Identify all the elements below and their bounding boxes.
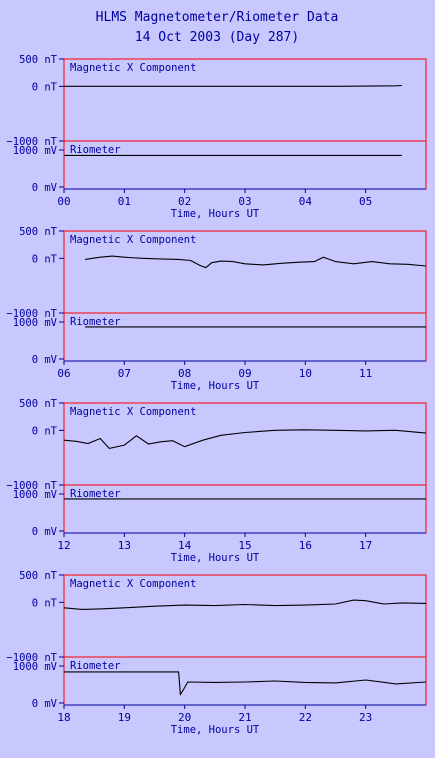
x-tick-label: 08 <box>178 367 191 380</box>
x-tick-label: 06 <box>57 367 70 380</box>
x-tick-label: 09 <box>238 367 251 380</box>
panel-2: Magnetic X Component 500 nT 0 nT −1000 nT Ri… <box>6 226 427 392</box>
rio-label: Riometer <box>70 488 121 500</box>
x-axis-label: Time, Hours UT <box>171 208 260 220</box>
mag-ytick-label: −1000 nT <box>6 136 57 148</box>
rio-label: Riometer <box>70 144 121 156</box>
x-tick-label: 19 <box>118 711 131 724</box>
x-tick-label: 18 <box>57 711 70 724</box>
rio-label: Riometer <box>70 660 121 672</box>
x-tick-label: 23 <box>359 711 372 724</box>
x-tick-label: 17 <box>359 539 372 552</box>
mag-ytick-label: 500 nT <box>19 226 58 238</box>
mag-ytick-label: 0 nT <box>32 597 58 609</box>
x-axis-label: Time, Hours UT <box>171 724 260 736</box>
panel-4: Magnetic X Component 500 nT 0 nT −1000 nT Ri… <box>6 570 427 736</box>
rio-trace <box>64 671 427 697</box>
rio-ytick-label: 1000 mV <box>13 145 58 157</box>
rio-ytick-label: 0 mV <box>32 526 58 538</box>
mag-ytick-label: 0 nT <box>32 253 58 265</box>
x-axis-label: Time, Hours UT <box>171 552 260 564</box>
x-tick-label: 01 <box>118 195 131 208</box>
mag-ytick-label: 0 nT <box>32 425 58 437</box>
rio-ytick-label: 0 mV <box>32 698 58 710</box>
mag-ytick-label: 500 nT <box>19 570 58 582</box>
x-tick-label: 15 <box>238 539 251 552</box>
x-tick-label: 07 <box>118 367 131 380</box>
x-tick-label: 12 <box>57 539 70 552</box>
x-tick-label: 13 <box>118 539 131 552</box>
mag-trace <box>85 255 427 269</box>
mag-ytick-label: −1000 nT <box>6 308 57 320</box>
panel-1: Magnetic X Component 500 nT 0 nT −1000 nT Ri… <box>6 54 427 220</box>
x-tick-label: 03 <box>238 195 251 208</box>
mag-trace <box>63 599 427 610</box>
x-tick-label: 20 <box>178 711 191 724</box>
x-tick-label: 00 <box>57 195 70 208</box>
x-tick-label: 14 <box>178 539 192 552</box>
rio-ytick-label: 1000 mV <box>13 317 58 329</box>
rio-ytick-label: 1000 mV <box>13 489 58 501</box>
x-tick-label: 21 <box>238 711 251 724</box>
mag-label: Magnetic X Component <box>70 578 196 590</box>
panel-3: Magnetic X Component 500 nT 0 nT −1000 nT Ri… <box>6 398 427 564</box>
mag-ytick-label: −1000 nT <box>6 480 57 492</box>
mag-ytick-label: 500 nT <box>19 398 58 410</box>
x-tick-label: 11 <box>359 367 372 380</box>
mag-label: Magnetic X Component <box>70 406 196 418</box>
x-axis-label: Time, Hours UT <box>171 380 260 392</box>
rio-label: Riometer <box>70 316 121 328</box>
rio-ytick-label: 1000 mV <box>13 661 58 673</box>
x-tick-label: 22 <box>299 711 312 724</box>
x-tick-label: 16 <box>299 539 312 552</box>
rio-ytick-label: 0 mV <box>32 354 58 366</box>
mag-trace <box>64 84 402 87</box>
mag-trace <box>63 429 427 450</box>
panels-group: Magnetic X Component 500 nT 0 nT −1000 nT Ri… <box>6 54 427 736</box>
chart-title: HLMS Magnetometer/Riometer Data <box>96 10 339 25</box>
x-tick-label: 10 <box>299 367 312 380</box>
x-tick-label: 02 <box>178 195 191 208</box>
x-tick-label: 05 <box>359 195 372 208</box>
chart-subtitle: 14 Oct 2003 (Day 287) <box>135 30 299 45</box>
mag-ytick-label: 0 nT <box>32 81 58 93</box>
x-tick-label: 04 <box>299 195 313 208</box>
mag-label: Magnetic X Component <box>70 62 196 74</box>
mag-ytick-label: 500 nT <box>19 54 58 66</box>
mag-ytick-label: −1000 nT <box>6 652 57 664</box>
rio-ytick-label: 0 mV <box>32 182 58 194</box>
mag-label: Magnetic X Component <box>70 234 196 246</box>
